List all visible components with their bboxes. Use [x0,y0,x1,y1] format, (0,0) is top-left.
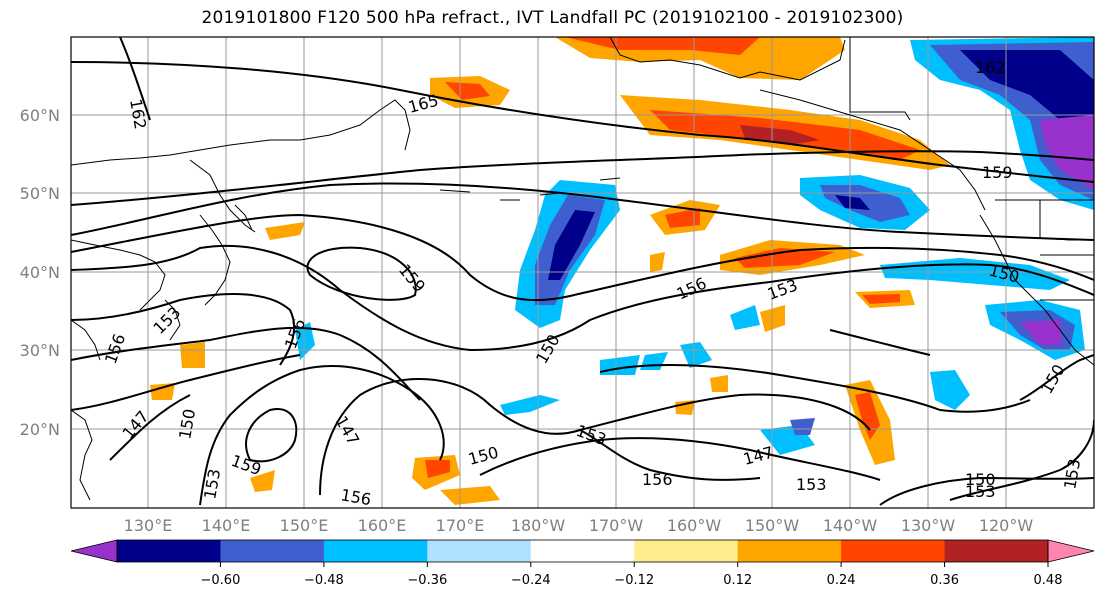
colorbar-cell [427,540,532,562]
colorbar-tick-label: −0.24 [511,573,551,588]
lon-label: 130°E [124,516,173,535]
colorbar-extend-min [70,539,118,563]
longitude-axis: 130°E 140°E 150°E 160°E 170°E 180°W 170°… [124,516,1034,535]
colorbar-cell [530,540,635,562]
latitude-axis: 60°N 50°N 40°N 30°N 20°N [20,106,60,439]
colorbar: −0.60 −0.48 −0.36 −0.24 −0.12 0.12 0.24 0.36 0.4… [70,539,1095,588]
colorbar-cell [323,540,428,562]
colorbar-cell [220,540,325,562]
lon-label: 170°W [589,516,644,535]
colorbar-cell [841,540,946,562]
map-border [70,36,1095,509]
lat-label: 60°N [20,106,60,125]
contour-label: 153 [796,475,827,494]
colorbar-extend-max [1047,539,1095,563]
lon-label: 140°E [202,516,251,535]
colorbar-tick-label: 0.36 [930,573,959,588]
colorbar-cell [944,540,1049,562]
map-title: 2019101800 F120 500 hPa refract., IVT La… [201,8,904,28]
contour-label: 159 [982,163,1013,182]
colorbar-tick-label: 0.12 [723,573,752,588]
contour-label: 162 [975,58,1006,77]
lon-label: 160°E [358,516,407,535]
lat-label: 50°N [20,184,60,203]
lon-label: 170°E [436,516,485,535]
colorbar-tick-label: −0.60 [201,573,241,588]
contour-label: 153 [965,482,996,501]
colorbar-tick-label: 0.48 [1034,573,1063,588]
colorbar-tick-label: −0.48 [304,573,344,588]
contour-label: 156 [642,470,673,489]
lon-label: 150°W [745,516,800,535]
colorbar-tick-label: −0.36 [407,573,447,588]
lat-label: 40°N [20,263,60,282]
height-contours [71,37,1094,506]
lat-label: 20°N [20,420,60,439]
lon-label: 140°W [823,516,878,535]
lon-label: 180°W [511,516,566,535]
lon-label: 160°W [667,516,722,535]
contour-label: 150 [965,470,996,489]
colorbar-tick-label: 0.24 [827,573,856,588]
lon-label: 150°E [280,516,329,535]
contour-label: 156 [339,485,372,509]
colorbar-tick-label: −0.12 [614,573,654,588]
colorbar-cell [117,540,221,562]
colorbar-cell [634,540,739,562]
colorbar-cell [737,540,842,562]
lon-label: 120°W [979,516,1034,535]
lon-label: 130°W [901,516,956,535]
lat-label: 30°N [20,341,60,360]
